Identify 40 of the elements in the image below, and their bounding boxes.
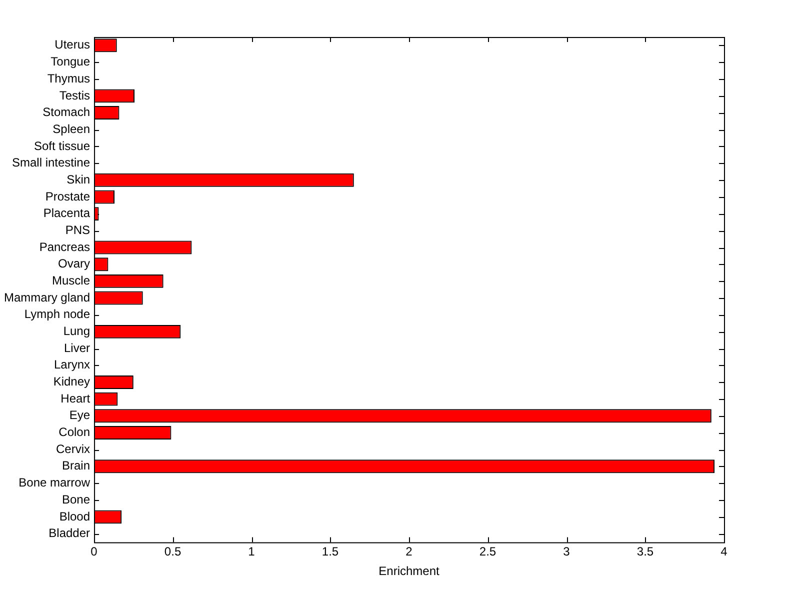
x-tick-label: 1.5 xyxy=(322,544,339,559)
y-tick-label: Bone xyxy=(62,492,90,506)
y-tick-label: Ovary xyxy=(58,256,90,271)
y-tick-label: Spleen xyxy=(52,122,90,136)
x-tick-label: 2.5 xyxy=(479,544,496,559)
y-tick-label: Mammary gland xyxy=(4,290,90,304)
y-tick-label: Larynx xyxy=(54,358,90,372)
y-tick-label: Colon xyxy=(58,425,90,440)
x-tick-label: 3.5 xyxy=(636,544,654,559)
y-tick-label: PNS xyxy=(65,222,90,237)
y-tick-label: Stomach xyxy=(42,105,90,120)
y-tick-label: Brain xyxy=(62,458,90,473)
y-tick-label: Blood xyxy=(59,509,90,524)
x-axis-title: Enrichment xyxy=(378,564,440,578)
y-tick-label: Testis xyxy=(59,88,90,102)
y-tick-label: Placenta xyxy=(43,206,90,220)
x-tick-label: 2 xyxy=(406,544,413,559)
y-tick-label: Bone marrow xyxy=(18,476,90,490)
y-tick-label: Kidney xyxy=(53,374,90,389)
x-tick-label: 3 xyxy=(563,544,570,559)
y-tick-label: Tongue xyxy=(50,54,90,69)
y-tick-label: Muscle xyxy=(52,273,90,288)
y-tick-label: Eye xyxy=(69,408,90,422)
x-tick-label: 1 xyxy=(248,544,256,559)
y-tick-label: Lung xyxy=(63,324,90,338)
y-tick-label: Soft tissue xyxy=(34,138,90,153)
x-tick-label: 4 xyxy=(720,544,728,559)
y-tick-label: Prostate xyxy=(45,189,90,204)
y-tick-label: Bladder xyxy=(48,526,90,540)
y-tick-label: Cervix xyxy=(56,442,90,456)
y-tick-label: Heart xyxy=(60,391,91,406)
y-tick-label: Thymus xyxy=(47,71,90,86)
x-tick-label: 0.5 xyxy=(164,544,182,559)
y-tick-label: Uterus xyxy=(54,38,90,52)
y-tick-label: Liver xyxy=(64,340,90,355)
y-tick-label: Small intestine xyxy=(12,156,90,170)
y-tick-label: Skin xyxy=(66,172,90,186)
y-tick-label: Pancreas xyxy=(39,240,90,254)
y-tick-label: Lymph node xyxy=(24,307,90,322)
x-tick-label: 0 xyxy=(90,544,98,559)
